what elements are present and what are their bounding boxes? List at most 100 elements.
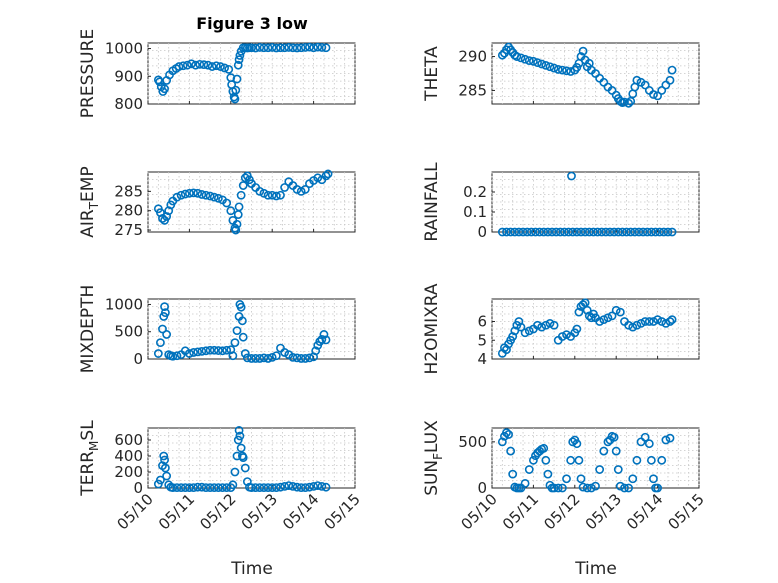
data-point: [271, 43, 281, 53]
data-point: [665, 75, 675, 85]
data-point: [506, 446, 516, 456]
data-point: [597, 227, 607, 237]
data-point: [543, 469, 553, 479]
data-point: [649, 317, 658, 326]
y-axis-label: THETA: [422, 46, 442, 102]
data-point: [313, 481, 323, 490]
data-point: [624, 320, 634, 330]
data-point: [201, 190, 211, 200]
y-axis-label: AIRTEMP: [78, 166, 101, 237]
data-point: [236, 302, 246, 312]
data-point: [240, 349, 250, 358]
data-point: [276, 43, 285, 53]
data-point: [156, 338, 165, 348]
data-point: [580, 227, 590, 237]
data-point: [160, 84, 169, 94]
data-point: [516, 322, 526, 332]
data-point: [209, 192, 219, 202]
data-point: [195, 59, 205, 69]
data-point: [300, 354, 310, 363]
data-point: [271, 351, 281, 361]
y-tick-label: 200: [114, 463, 143, 481]
y-tick-label: 0: [477, 223, 487, 241]
data-point: [168, 483, 178, 492]
data-point: [529, 56, 538, 66]
data-point: [233, 435, 243, 445]
data-point: [626, 227, 636, 237]
data-point: [661, 318, 671, 328]
data-point: [197, 190, 207, 199]
data-point: [535, 227, 545, 237]
data-point: [300, 43, 310, 52]
x-tick-label: 05/11: [499, 490, 542, 533]
data-point: [562, 330, 571, 340]
data-point: [205, 483, 215, 492]
y-axis-label: PRESSURE: [78, 29, 98, 118]
data-point: [657, 86, 667, 95]
data-point: [276, 190, 285, 200]
data-point: [624, 483, 634, 493]
figure-title: Figure 3 low: [196, 14, 308, 33]
data-point: [292, 185, 302, 194]
data-point: [280, 183, 290, 192]
data-point: [611, 305, 621, 315]
data-point: [611, 446, 621, 456]
data-point: [300, 483, 310, 492]
x-tick-label: 05/15: [321, 490, 364, 533]
data-point: [160, 302, 169, 312]
y-tick-label: 400: [114, 447, 143, 465]
data-point: [309, 43, 318, 53]
data-point: [305, 482, 314, 492]
data-point: [213, 346, 223, 355]
data-point: [646, 455, 656, 465]
data-point: [211, 61, 221, 71]
y-axis-label: MIXDEPTH: [78, 285, 98, 374]
data-point: [158, 324, 167, 334]
data-point: [636, 318, 646, 328]
data-point: [180, 189, 190, 199]
y-tick-label: 290: [458, 48, 487, 66]
data-point: [603, 313, 613, 323]
data-point: [201, 346, 211, 356]
data-point: [547, 227, 557, 237]
data-point: [317, 334, 327, 344]
data-point: [213, 193, 223, 203]
data-point: [618, 227, 627, 237]
data-point: [549, 63, 559, 73]
data-point: [305, 42, 314, 52]
subplot-h2omixra: 456 H2OMIXRA: [422, 283, 700, 375]
data-point: [549, 483, 559, 493]
data-point: [572, 439, 582, 449]
data-point: [213, 483, 223, 492]
data-point: [620, 483, 629, 493]
data-point: [234, 55, 244, 65]
y-axis-label: TERRMSL: [78, 420, 101, 497]
data-point: [271, 191, 281, 201]
subplot-theta: 285 290 THETA: [422, 42, 700, 108]
data-point: [582, 305, 592, 315]
data-point: [576, 227, 586, 237]
data-point: [259, 43, 269, 53]
data-point: [205, 345, 215, 355]
data-point: [189, 348, 198, 357]
data-point: [233, 60, 243, 70]
data-point: [580, 298, 590, 308]
data-point: [640, 80, 650, 90]
data-point: [522, 227, 532, 237]
data-point: [292, 353, 302, 363]
data-point: [518, 227, 528, 237]
data-point: [529, 455, 538, 465]
data-point: [319, 330, 329, 339]
data-point: [568, 437, 578, 447]
data-point: [205, 191, 215, 201]
data-point: [267, 352, 277, 362]
data-point: [242, 353, 252, 363]
data-point: [255, 186, 265, 196]
data-point: [653, 483, 662, 493]
data-point: [562, 474, 571, 484]
data-point: [156, 475, 165, 485]
subplot-terr: 020040060005/1005/1105/1205/1305/1405/15…: [78, 420, 364, 534]
data-point: [267, 43, 277, 52]
